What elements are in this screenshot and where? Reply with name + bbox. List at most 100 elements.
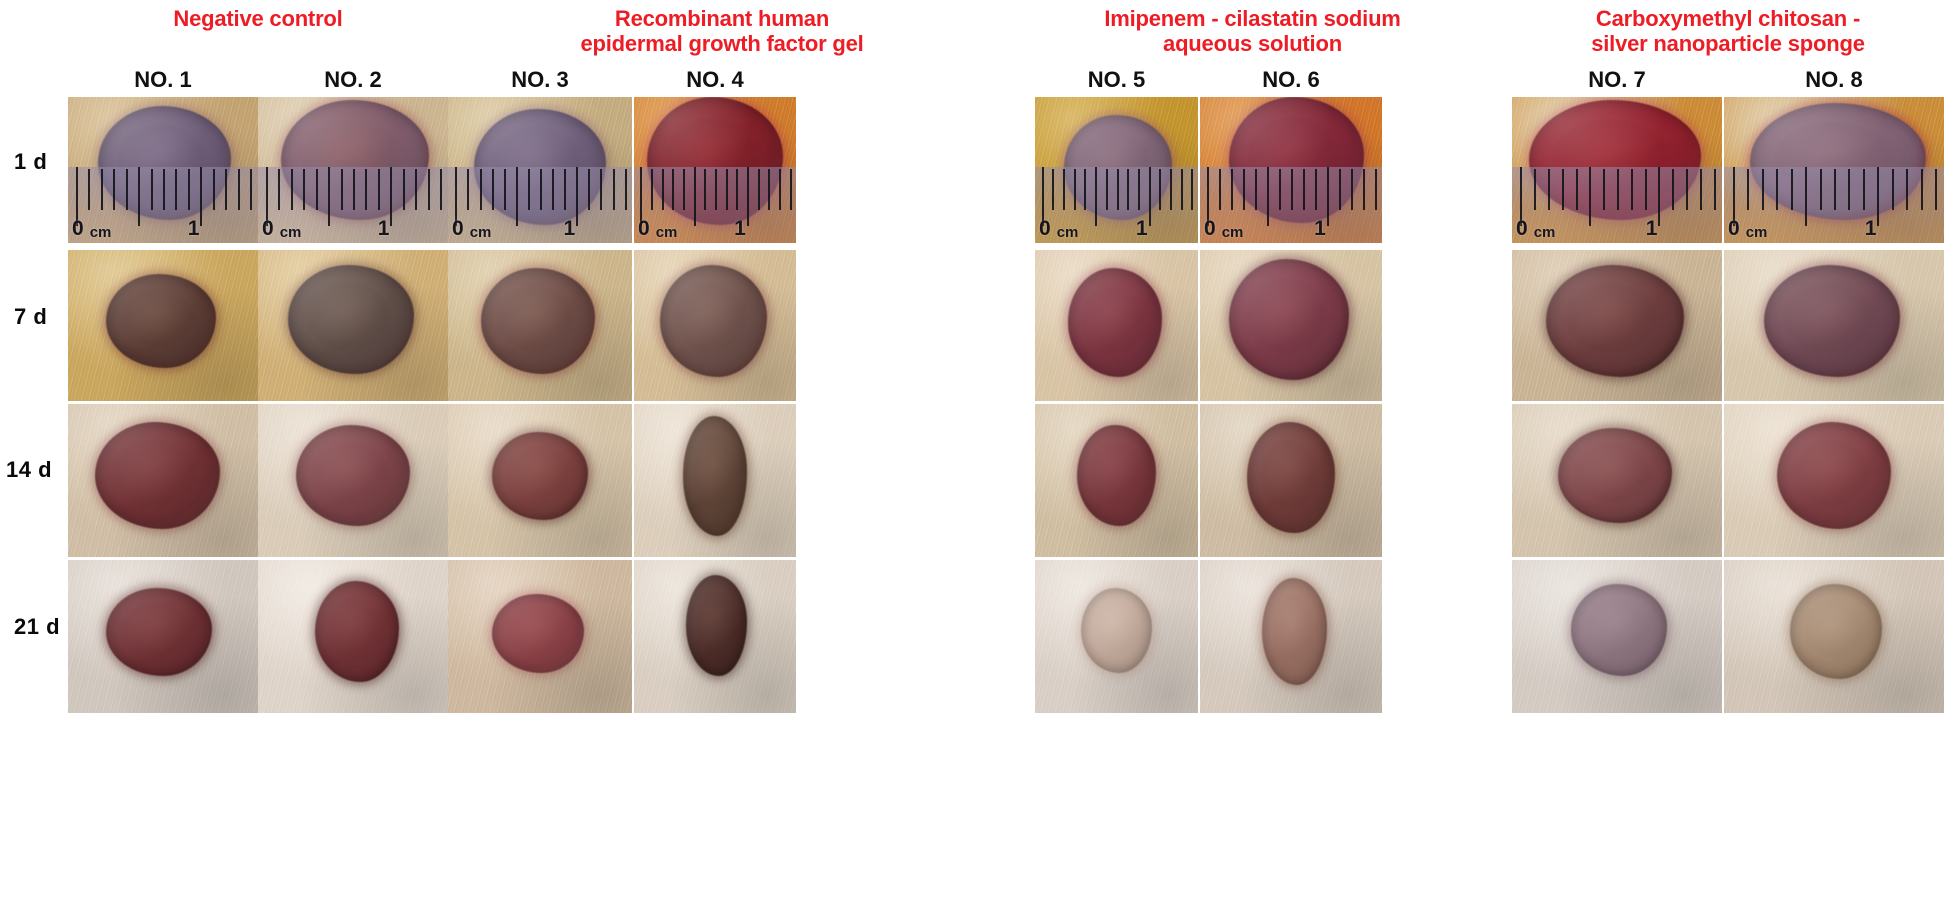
wound-area — [492, 593, 585, 674]
ruler-tick — [612, 169, 615, 211]
photo-day-1-6: 0 cm 1 — [1200, 97, 1382, 243]
ruler-tick — [1935, 169, 1938, 211]
ruler-tick — [1561, 169, 1564, 211]
ruler-tick — [1891, 169, 1894, 211]
wound-core — [497, 285, 573, 351]
photo-day-1-3: 0 cm 1 — [448, 97, 632, 243]
ruler-tick — [340, 169, 343, 211]
specimen-label-4: NO. 4 — [686, 67, 744, 92]
ruler-tick — [540, 169, 542, 211]
ruler-tick — [353, 169, 355, 211]
ruler-tick — [200, 167, 203, 227]
ruler-tick — [588, 169, 591, 211]
wound-core — [1259, 439, 1318, 509]
wound-core — [1584, 599, 1649, 657]
ruler-tick — [1374, 169, 1377, 211]
ruler-tick — [265, 167, 268, 227]
ruler-tick — [212, 169, 215, 211]
ruler-tick — [479, 169, 482, 211]
ruler-tick — [1877, 167, 1880, 227]
ruler-ticks — [68, 167, 258, 243]
photo-day-21-1 — [68, 560, 258, 713]
group-header-line: Recombinant human — [614, 6, 830, 31]
ruler-tick — [163, 169, 165, 211]
ruler-tick — [455, 167, 458, 227]
ruler-tick — [377, 169, 380, 211]
photo-day-14-8 — [1724, 404, 1944, 557]
wound-area — [1570, 584, 1668, 677]
wound-core — [1080, 285, 1144, 353]
ruler-tick — [113, 169, 116, 211]
ruler-tick — [651, 169, 654, 211]
ruler-tick — [1314, 169, 1317, 211]
specimen-label-6: NO. 6 — [1262, 67, 1320, 92]
ruler-tick — [1848, 169, 1851, 211]
ruler-tick — [1362, 169, 1365, 211]
photo-day-7-2 — [258, 250, 448, 401]
ruler-tick — [1170, 169, 1173, 211]
group-header-line: silver nanoparticle sponge — [1591, 31, 1865, 56]
wound-core — [1574, 443, 1649, 503]
ruler-tick — [467, 169, 470, 211]
ruler-tick — [736, 169, 739, 211]
group-header-line: Imipenem - cilastatin sodium — [1104, 6, 1401, 31]
ruler-ticks — [1724, 167, 1944, 243]
wound-area — [659, 265, 767, 377]
wound-core — [120, 601, 192, 657]
ruler-tick — [1231, 169, 1234, 211]
wound-core — [1792, 439, 1869, 506]
ruler-tick — [1747, 169, 1750, 211]
wound-area — [1545, 265, 1685, 377]
wound-area — [1229, 259, 1350, 380]
wound-core — [505, 606, 566, 656]
group-header-imipenem-cilastatin: Imipenem - cilastatin sodium aqueous solu… — [1035, 6, 1470, 56]
wound-core — [674, 282, 746, 353]
ruler-tick — [1180, 169, 1183, 211]
ruler-tick — [402, 169, 405, 211]
ruler-tick — [1127, 169, 1130, 211]
wound-area — [1080, 587, 1153, 674]
photo-day-14-1 — [68, 404, 258, 557]
wound-core — [311, 441, 388, 505]
ruler-tick — [1243, 169, 1246, 211]
ruler-tick — [1116, 169, 1119, 211]
wound-area — [94, 422, 220, 530]
ruler-tick — [600, 169, 603, 211]
photo-day-7-7 — [1512, 250, 1722, 401]
photo-day-21-4 — [634, 560, 796, 713]
wound-area — [106, 274, 217, 368]
ruler-tick — [1776, 169, 1779, 211]
ruler-tick — [1644, 169, 1647, 211]
specimen-label-2: NO. 2 — [324, 67, 382, 92]
ruler-tick — [778, 169, 781, 211]
ruler-tick — [1805, 167, 1808, 227]
wound-core — [305, 282, 389, 350]
ruler-tick — [1699, 169, 1702, 211]
timepoint-label-day-7: 7 d — [14, 304, 48, 329]
wound-area — [1077, 425, 1156, 527]
ruler-tick — [640, 167, 643, 227]
specimen-label-8: NO. 8 — [1805, 67, 1863, 92]
ruler-tick — [415, 169, 418, 211]
ruler-tick — [1603, 169, 1606, 211]
ruler-tick — [1255, 169, 1258, 211]
photo-day-7-1 — [68, 250, 258, 401]
ruler-tick — [1658, 167, 1661, 227]
ruler-tick — [237, 169, 240, 211]
photo-day-1-1: 0 cm 1 — [68, 97, 258, 243]
ruler-tick — [1219, 169, 1222, 211]
photo-day-14-5 — [1035, 404, 1198, 557]
ruler-tick — [564, 169, 567, 211]
ruler-tick — [1630, 169, 1633, 211]
ruler-overlay — [634, 167, 796, 243]
wound-core — [1245, 278, 1326, 354]
ruler-tick — [1520, 167, 1523, 227]
photo-day-7-5 — [1035, 250, 1198, 401]
photo-day-21-5 — [1035, 560, 1198, 713]
wound-area — [1247, 422, 1335, 533]
group-header-line: Negative control — [173, 6, 343, 31]
photo-day-21-6 — [1200, 560, 1382, 713]
ruler-tick — [138, 167, 141, 227]
ruler-overlay — [1035, 167, 1198, 243]
